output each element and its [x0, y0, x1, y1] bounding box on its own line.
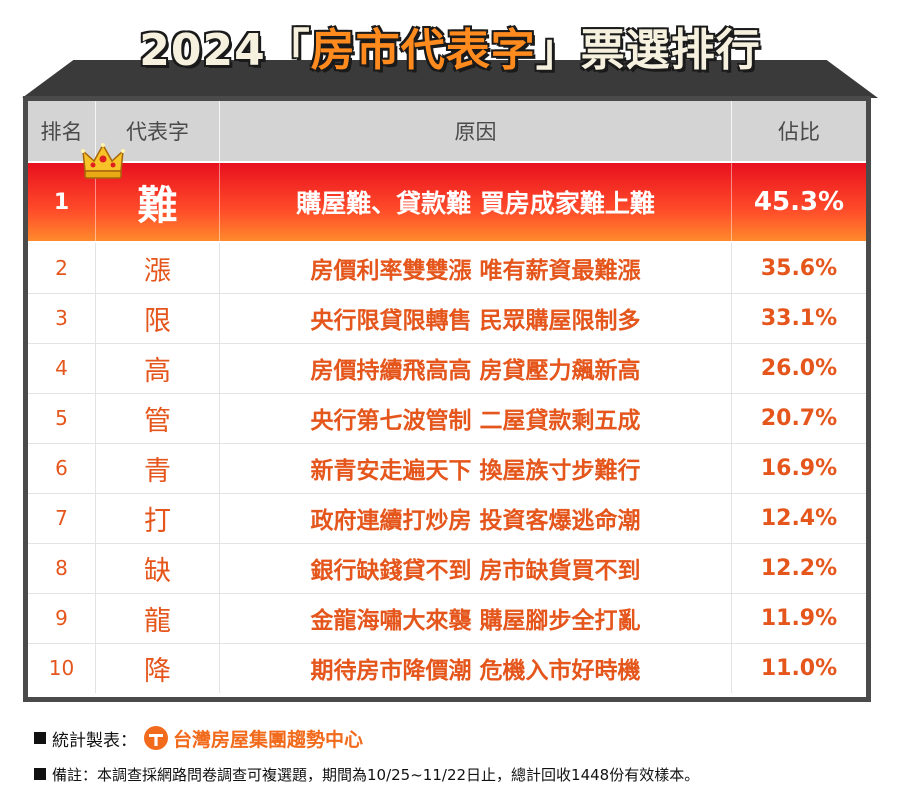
share-cell: 20.7% [760, 405, 838, 431]
table-row: 4 高 房價持續飛高高 房貸壓力飆新高 26.0% [28, 343, 866, 394]
title-open-bracket: 「 [265, 24, 311, 77]
producer-label: 統計製表： [52, 730, 137, 751]
reason-cell: 新青安走遍天下 換屋族寸步難行 [220, 443, 732, 493]
page-title: 2024「房市代表字」票選排行 [138, 14, 761, 78]
rank-cell: 8 [28, 543, 96, 593]
char-cell: 漲 [96, 243, 220, 293]
char-cell: 難 [137, 183, 178, 229]
ranking-table: 排名 代表字 原因 佔比 1 難 購屋難、貸款難 買房成家難上 [28, 101, 866, 697]
reason-cell: 金龍海嘯大來襲 購屋腳步全打亂 [220, 593, 732, 643]
table-row: 5 管 央行第七波管制 二屋貸款剩五成 20.7% [28, 393, 866, 444]
rank-cell: 1 [28, 163, 96, 241]
share-cell: 12.4% [760, 505, 838, 531]
title-year: 2024 [138, 24, 266, 77]
title-keyword: 房市代表字 [310, 24, 536, 77]
square-bullet-icon [34, 732, 46, 744]
table-row: 3 限 央行限貸限轉售 民眾購屋限制多 33.1% [28, 293, 866, 344]
char-cell-wrap: 難 [81, 143, 220, 241]
share-cell: 26.0% [760, 355, 838, 381]
taiwan-realty-logo-icon [144, 726, 168, 750]
reason-cell: 政府連續打炒房 投資客爆逃命潮 [220, 493, 732, 543]
header-share: 佔比 [778, 120, 820, 144]
title-close-bracket: 」 [535, 24, 581, 77]
table-row: 6 青 新青安走遍天下 換屋族寸步難行 16.9% [28, 443, 866, 494]
reason-cell: 央行限貸限轉售 民眾購屋限制多 [220, 293, 732, 343]
char-cell: 降 [96, 643, 220, 693]
char-cell: 青 [96, 443, 220, 493]
reason-cell: 銀行缺錢貸不到 房市缺貨買不到 [220, 543, 732, 593]
char-cell: 龍 [96, 593, 220, 643]
share-cell: 11.9% [760, 605, 838, 631]
table-row-top: 1 難 購屋難、貸款難 買房成家難上難 45.3% [28, 143, 866, 241]
table-row: 9 龍 金龍海嘯大來襲 購屋腳步全打亂 11.9% [28, 593, 866, 644]
table-row: 7 打 政府連續打炒房 投資客爆逃命潮 12.4% [28, 493, 866, 544]
reason-cell: 購屋難、貸款難 買房成家難上難 [220, 163, 732, 241]
producer-logo: 台灣房屋集團趨勢中心 [143, 725, 363, 752]
reason-cell: 房價持續飛高高 房貸壓力飆新高 [220, 343, 732, 393]
share-cell: 35.6% [760, 255, 838, 281]
reason-cell: 央行第七波管制 二屋貸款剩五成 [220, 393, 732, 443]
table-row: 2 漲 房價利率雙雙漲 唯有薪資最難漲 35.6% [28, 243, 866, 294]
title-tail: 票選排行 [580, 24, 761, 77]
reason-cell: 期待房市降價潮 危機入市好時機 [220, 643, 732, 693]
rank-cell: 4 [28, 343, 96, 393]
rank-cell: 7 [28, 493, 96, 543]
header-char: 代表字 [96, 101, 220, 161]
rank-cell: 6 [28, 443, 96, 493]
share-cell: 11.0% [760, 655, 838, 681]
producer-name: 台灣房屋集團趨勢中心 [173, 728, 364, 751]
share-cell: 33.1% [760, 305, 838, 331]
ranking-table-frame: 排名 代表字 原因 佔比 1 難 購屋難、貸款難 買房成家難上 [23, 96, 871, 702]
table-row: 8 缺 銀行缺錢貸不到 房市缺貨買不到 12.2% [28, 543, 866, 594]
char-cell: 打 [96, 493, 220, 543]
char-cell: 限 [96, 293, 220, 343]
rank-cell: 2 [28, 243, 96, 293]
rank-cell: 10 [28, 643, 96, 693]
square-bullet-icon [34, 768, 46, 780]
rank-cell: 9 [28, 593, 96, 643]
table-header-row: 排名 代表字 原因 佔比 [28, 101, 866, 161]
crown-icon [81, 143, 125, 179]
header-reason: 原因 [220, 101, 732, 161]
share-cell: 12.2% [760, 555, 838, 581]
header-rank: 排名 [28, 101, 96, 161]
char-cell: 缺 [96, 543, 220, 593]
share-cell: 16.9% [760, 455, 838, 481]
char-cell: 高 [96, 343, 220, 393]
rank-cell: 3 [28, 293, 96, 343]
reason-cell: 房價利率雙雙漲 唯有薪資最難漲 [220, 243, 732, 293]
title-bar: 2024「房市代表字」票選排行 [0, 6, 900, 86]
rank-cell: 5 [28, 393, 96, 443]
table-row: 10 降 期待房市降價潮 危機入市好時機 11.0% [28, 643, 866, 693]
note-line: 備註：本調查採網路問卷調查可複選題，期間為10/25~11/22日止，總計回收1… [34, 762, 699, 786]
survey-note: 備註：本調查採網路問卷調查可複選題，期間為10/25~11/22日止，總計回收1… [52, 765, 700, 784]
producer-line: 統計製表： 台灣房屋集團趨勢中心 [34, 724, 363, 752]
char-cell: 管 [96, 393, 220, 443]
share-cell: 45.3% [753, 187, 845, 217]
